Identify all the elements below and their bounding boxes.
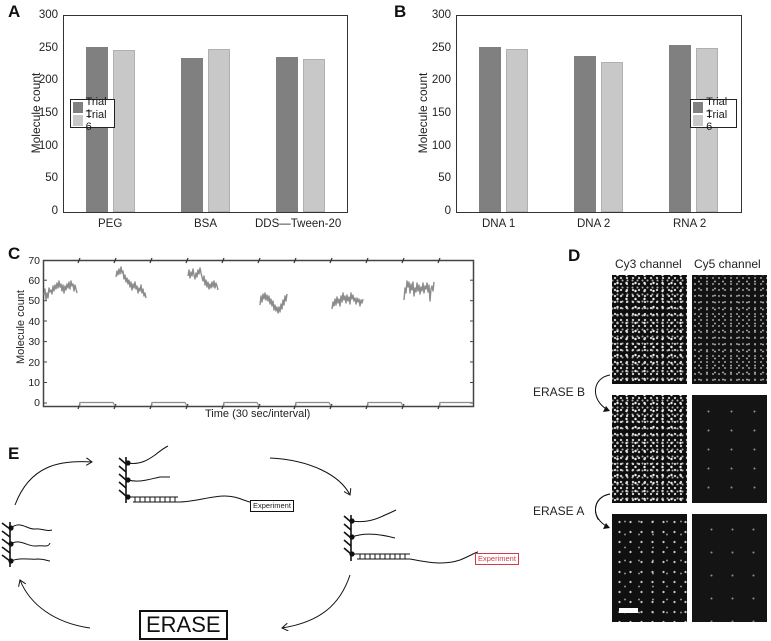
panel-b-ytick: 250	[431, 42, 451, 54]
panel-c-xlabel: Time (30 sec/interval)	[205, 408, 311, 420]
panel-b-xtick: DNA 1	[482, 218, 516, 230]
micrograph-cy5-after-erase-b	[692, 395, 767, 503]
panel-b-ytick: 200	[431, 74, 451, 86]
legend-swatch-trial6	[73, 115, 83, 126]
bar-bsa-trial1	[181, 58, 203, 212]
panel-a-ytick: 100	[38, 140, 58, 152]
panel-a-xtick: BSA	[194, 218, 218, 230]
panel-b-ytick: 300	[431, 9, 451, 21]
micrograph-cy3-after-erase-a	[612, 514, 687, 622]
panel-b-xtick: DNA 2	[577, 218, 611, 230]
bar-dds-trial1	[276, 57, 298, 212]
panel-c-ytick: 30	[28, 336, 40, 348]
panel-c-ytick: 10	[28, 377, 40, 389]
panel-a-ytick: 200	[38, 74, 58, 86]
erase-b-label: ERASE B	[533, 385, 586, 399]
panel-a-xtick: PEG	[98, 218, 123, 230]
experiment-label-black: Experiment	[250, 500, 294, 512]
panel-a-xtick: DDS—Tween-20	[255, 218, 342, 230]
legend-swatch-trial1	[73, 102, 83, 113]
panel-c-ytick: 60	[28, 275, 40, 287]
micrograph-cy5-before	[692, 275, 767, 384]
erase-box: ERASE	[139, 610, 228, 640]
panel-c-ytick: 70	[28, 255, 40, 267]
panel-c-ytick: 40	[28, 316, 40, 328]
experiment-label-red: Experiment	[475, 553, 519, 565]
panel-c-plot	[42, 257, 475, 410]
bar-dna1-trial1	[479, 47, 501, 212]
bar-dna2-trial1	[574, 56, 596, 212]
panel-a-ytick: 0	[51, 205, 58, 217]
panel-c-letter: C	[8, 244, 21, 263]
arrow-head-icon	[603, 523, 610, 529]
panel-b-ylabel: Molecule count	[416, 72, 430, 154]
panel-c-ytick: 0	[34, 397, 40, 409]
panel-b-axes	[456, 15, 742, 213]
bar-dna2-trial6	[601, 62, 623, 212]
panel-b-xtick: RNA 2	[673, 218, 707, 230]
panel-b-ytick: 50	[438, 172, 451, 184]
legend-label: Trial 1	[85, 95, 107, 120]
erase-a-label: ERASE A	[533, 504, 585, 518]
bar-bsa-trial6	[208, 49, 230, 212]
bar-peg-trial6	[113, 50, 135, 212]
bar-rna2-trial6	[696, 48, 718, 212]
panel-e-cycle-diagram	[1, 445, 479, 641]
panel-a-ytick: 250	[38, 42, 58, 54]
panel-d-letter: D	[568, 246, 581, 265]
panel-c-ytick: 20	[28, 357, 40, 369]
panel-a-legend: Trial 1 Trial 6	[70, 95, 115, 133]
legend-label: Trial 6	[85, 108, 107, 133]
scale-bar	[619, 608, 638, 613]
legend-swatch-trial6	[693, 115, 704, 126]
panel-a-ytick: 150	[38, 107, 58, 119]
panel-b-ytick: 0	[444, 205, 451, 217]
micrograph-cy3-before	[612, 275, 687, 384]
panel-c-ylabel: Molecule count	[15, 290, 27, 364]
cy5-channel-label: Cy5 channel	[694, 257, 761, 271]
panel-c-ytick: 50	[28, 295, 40, 307]
legend-label: Trial 1	[706, 95, 728, 120]
cy3-channel-label: Cy3 channel	[615, 257, 682, 271]
micrograph-cy5-after-erase-a	[692, 514, 767, 622]
legend-label: Trial 6	[706, 108, 728, 133]
surface-right	[343, 509, 479, 564]
panel-b-letter: B	[394, 2, 407, 21]
erase-a-arrow	[595, 493, 611, 529]
panel-a-ytick: 50	[45, 172, 58, 184]
arrow-head-icon	[603, 406, 610, 412]
panel-a-letter: A	[8, 2, 21, 21]
micrograph-cy3-after-erase-b	[612, 395, 687, 503]
surface-left	[1, 522, 53, 567]
bar-rna2-trial1	[669, 45, 691, 212]
panel-b-ytick: 100	[431, 140, 451, 152]
cycle-arrow-icon	[20, 580, 91, 629]
panel-b-legend: Trial 1 Trial 6	[690, 95, 737, 133]
cycle-arrow-icon	[269, 457, 350, 495]
cycle-arrow-icon	[14, 462, 92, 506]
bar-peg-trial1	[86, 47, 108, 212]
surface-top	[118, 445, 251, 503]
bar-dds-trial6	[303, 59, 325, 212]
panel-a-ytick: 300	[38, 9, 58, 21]
panel-b-ytick: 150	[431, 107, 451, 119]
legend-swatch-trial1	[693, 102, 704, 113]
panel-e-letter: E	[8, 444, 20, 463]
cycle-arrow-icon	[282, 574, 351, 628]
bar-dna1-trial6	[506, 49, 528, 212]
panel-a-axes	[63, 15, 348, 213]
